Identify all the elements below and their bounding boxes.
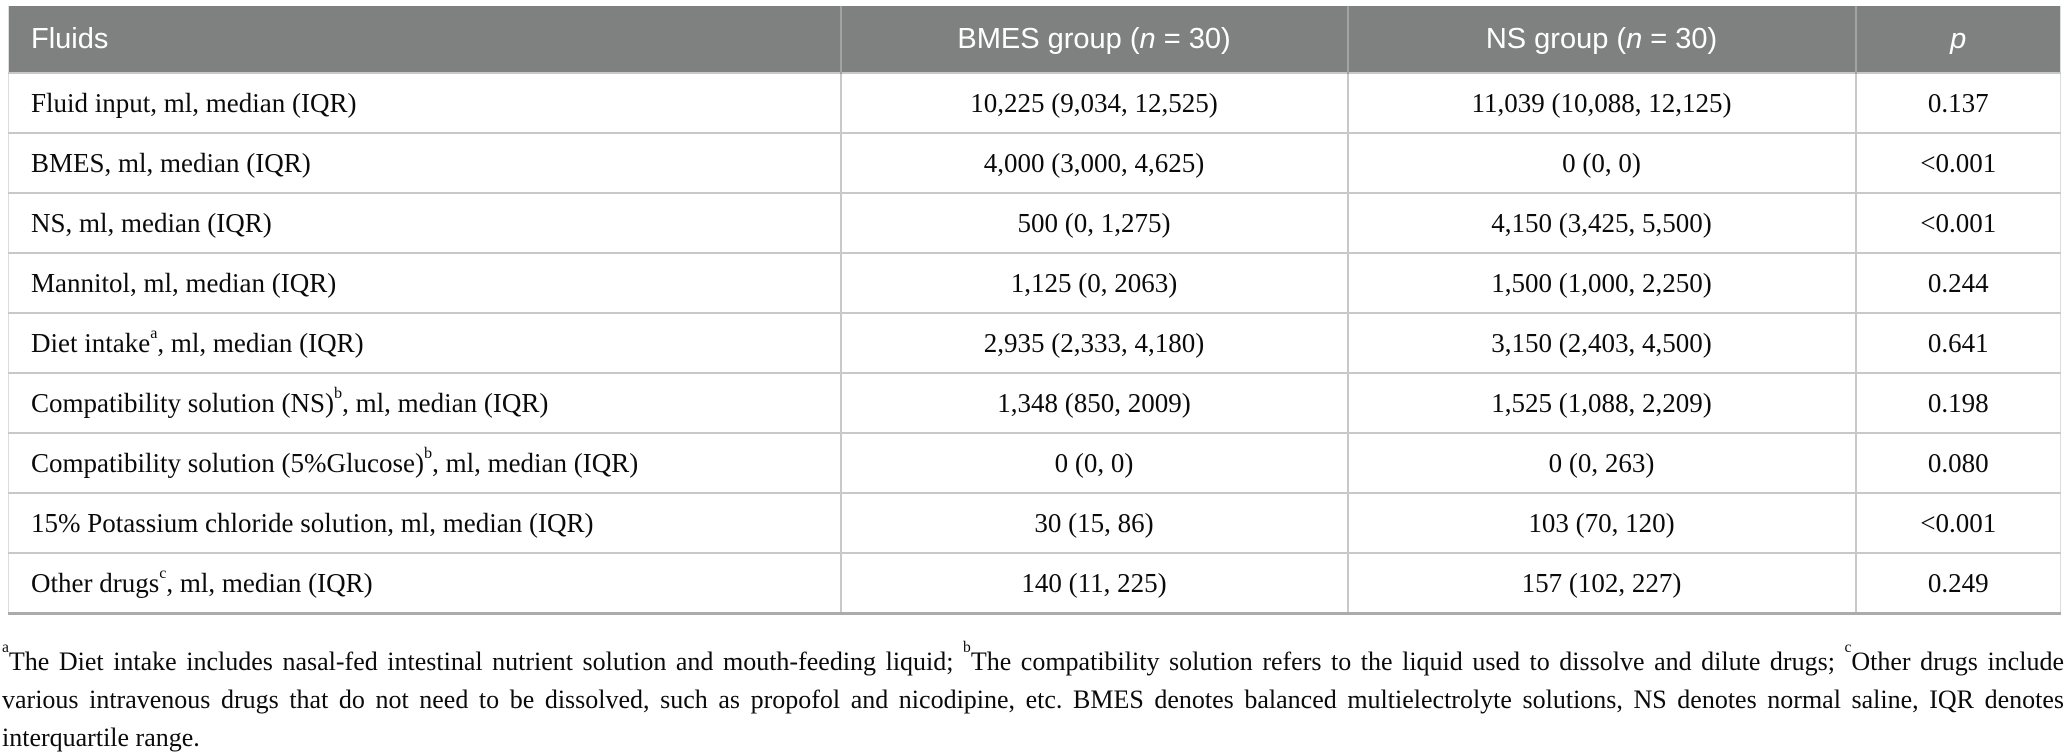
table-row: NS, ml, median (IQR) 500 (0, 1,275) 4,150 … bbox=[8, 192, 2061, 253]
column-header: p bbox=[1854, 6, 2061, 73]
table-row: Compatibility solution (NS)b, ml, median… bbox=[8, 372, 2061, 433]
row-label: Diet intakea, ml, median (IQR) bbox=[8, 312, 841, 373]
footnote-marker: c bbox=[1844, 639, 1852, 657]
cell-value: 2,935 (2,333, 4,180) bbox=[839, 312, 1348, 373]
cell-value: 0.137 bbox=[1854, 72, 2061, 133]
column-header: NS group (n = 30) bbox=[1346, 6, 1856, 73]
row-label: Mannitol, ml, median (IQR) bbox=[8, 252, 841, 313]
cell-value: 0.198 bbox=[1854, 372, 2061, 433]
cell-value: 1,500 (1,000, 2,250) bbox=[1346, 252, 1856, 313]
table-row: Fluid input, ml, median (IQR) 10,225 (9,0… bbox=[8, 72, 2061, 133]
footnote-marker: a bbox=[2, 639, 9, 657]
cell-value: 0 (0, 0) bbox=[839, 432, 1348, 493]
cell-value: 0.080 bbox=[1854, 432, 2061, 493]
table-row: Other drugsc, ml, median (IQR) 140 (11, 2… bbox=[8, 552, 2061, 614]
table-header: Fluids BMES group (n = 30) NS group (n = 3… bbox=[8, 6, 2061, 73]
row-label: NS, ml, median (IQR) bbox=[8, 192, 841, 253]
cell-value: 10,225 (9,034, 12,525) bbox=[839, 72, 1348, 133]
superscript-marker: a bbox=[150, 323, 158, 342]
fluids-table: Fluids BMES group (n = 30) NS group (n = 3… bbox=[8, 6, 2061, 615]
row-label: BMES, ml, median (IQR) bbox=[8, 132, 841, 193]
cell-value: 1,125 (0, 2063) bbox=[839, 252, 1348, 313]
table-row: Diet intakea, ml, median (IQR) 2,935 (2,3… bbox=[8, 312, 2061, 373]
superscript-marker: b bbox=[423, 443, 433, 462]
cell-value: 30 (15, 86) bbox=[839, 492, 1348, 553]
header-row: Fluids BMES group (n = 30) NS group (n = 3… bbox=[8, 6, 2061, 73]
table-row: BMES, ml, median (IQR) 4,000 (3,000, 4,62… bbox=[8, 132, 2061, 193]
cell-value: 4,000 (3,000, 4,625) bbox=[839, 132, 1348, 193]
cell-value: 3,150 (2,403, 4,500) bbox=[1346, 312, 1856, 373]
cell-value: 1,525 (1,088, 2,209) bbox=[1346, 372, 1856, 433]
cell-value: 0.244 bbox=[1854, 252, 2061, 313]
row-label: Compatibility solution (5%Glucose)b, ml,… bbox=[8, 432, 841, 493]
cell-value: 140 (11, 225) bbox=[839, 552, 1348, 614]
cell-value: <0.001 bbox=[1854, 132, 2061, 193]
cell-value: 157 (102, 227) bbox=[1346, 552, 1856, 614]
cell-value: 1,348 (850, 2009) bbox=[839, 372, 1348, 433]
footnote-marker: b bbox=[963, 639, 971, 657]
cell-value: 500 (0, 1,275) bbox=[839, 192, 1348, 253]
cell-value: 0.641 bbox=[1854, 312, 2061, 373]
table-footnote: aThe Diet intake includes nasal-fed inte… bbox=[2, 639, 2064, 752]
cell-value: 4,150 (3,425, 5,500) bbox=[1346, 192, 1856, 253]
cell-value: <0.001 bbox=[1854, 192, 2061, 253]
cell-value: 11,039 (10,088, 12,125) bbox=[1346, 72, 1856, 133]
column-header: Fluids bbox=[8, 6, 841, 73]
cell-value: 0 (0, 0) bbox=[1346, 132, 1856, 193]
row-label: 15% Potassium chloride solution, ml, med… bbox=[8, 492, 841, 553]
table-row: Mannitol, ml, median (IQR) 1,125 (0, 2063… bbox=[8, 252, 2061, 313]
row-label: Fluid input, ml, median (IQR) bbox=[8, 72, 841, 133]
cell-value: 103 (70, 120) bbox=[1346, 492, 1856, 553]
superscript-marker: c bbox=[159, 563, 167, 582]
table-row: 15% Potassium chloride solution, ml, med… bbox=[8, 492, 2061, 553]
cell-value: 0 (0, 263) bbox=[1346, 432, 1856, 493]
table-row: Compatibility solution (5%Glucose)b, ml,… bbox=[8, 432, 2061, 493]
cell-value: 0.249 bbox=[1854, 552, 2061, 614]
superscript-marker: b bbox=[334, 383, 343, 402]
table-body: Fluid input, ml, median (IQR) 10,225 (9,0… bbox=[8, 72, 2061, 614]
row-label: Other drugsc, ml, median (IQR) bbox=[8, 552, 841, 614]
cell-value: <0.001 bbox=[1854, 492, 2061, 553]
column-header: BMES group (n = 30) bbox=[839, 6, 1348, 73]
row-label: Compatibility solution (NS)b, ml, median… bbox=[8, 372, 841, 433]
